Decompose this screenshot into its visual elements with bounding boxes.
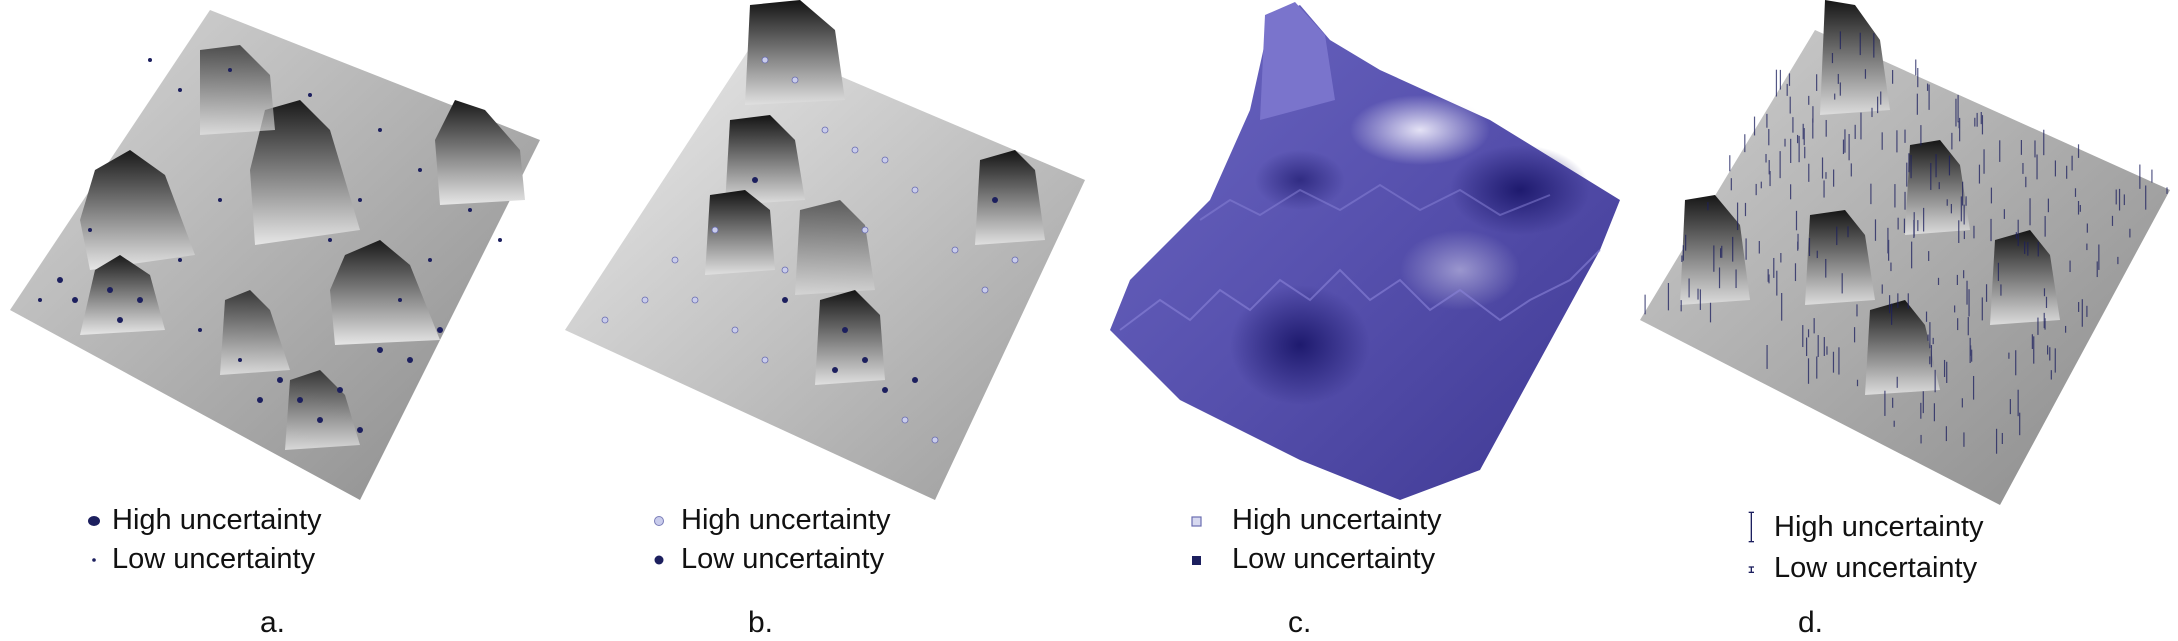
legend-high-label: High uncertainty: [681, 504, 891, 536]
large-dot-icon: [88, 515, 100, 526]
legend-high-label: High uncertainty: [1232, 504, 1442, 536]
legend-low: Low uncertainty: [1746, 552, 1977, 585]
terrain-surface-error-bars: [1640, 0, 2170, 505]
panel-caption: c.: [1288, 606, 1312, 639]
panel-caption: a.: [260, 606, 286, 639]
legend-low-label: Low uncertainty: [681, 543, 885, 575]
panel-c: High uncertainty Low uncertainty c.: [1100, 0, 1640, 641]
legend-high-label: High uncertainty: [112, 504, 322, 536]
dark-dot-icon: [654, 555, 664, 564]
legend-low-label: Low uncertainty: [1774, 552, 1978, 584]
legend-low: Low uncertainty: [651, 543, 884, 576]
terrain-surface-color-mapped: [1110, 2, 1620, 500]
legend-low: Low uncertainty: [1188, 543, 1435, 576]
legend-high-label: High uncertainty: [1774, 510, 1984, 543]
panel-caption: b.: [748, 606, 774, 639]
legend-high: High uncertainty: [1746, 502, 1984, 552]
short-error-bar-icon: [1748, 565, 1754, 573]
small-dot-icon: [92, 557, 96, 562]
error-bars: [1644, 31, 2168, 454]
legend-low-label: Low uncertainty: [112, 543, 316, 575]
terrain-surface-dots-color: [565, 0, 1085, 500]
tall-error-bar-icon: [1748, 511, 1754, 543]
light-dot-icon: [654, 515, 664, 526]
panel-a: High uncertainty Low uncertainty a.: [0, 0, 545, 641]
legend-high: High uncertainty: [651, 504, 891, 537]
uncertainty-dots: [38, 58, 502, 433]
panel-d: High uncertainty Low uncertainty d.: [1640, 0, 2178, 641]
terrain-surface-dots-size: [10, 10, 540, 500]
legend-high: High uncertainty: [1188, 504, 1442, 537]
legend-high: High uncertainty: [82, 504, 322, 537]
dark-square-icon: [1192, 555, 1201, 565]
uncertainty-dots: [601, 56, 1019, 444]
light-square-icon: [1191, 515, 1202, 527]
legend-low-label: Low uncertainty: [1232, 543, 1436, 575]
panel-caption: d.: [1798, 606, 1824, 639]
panel-b: High uncertainty Low uncertainty b.: [555, 0, 1095, 641]
legend-low: Low uncertainty: [82, 543, 315, 576]
